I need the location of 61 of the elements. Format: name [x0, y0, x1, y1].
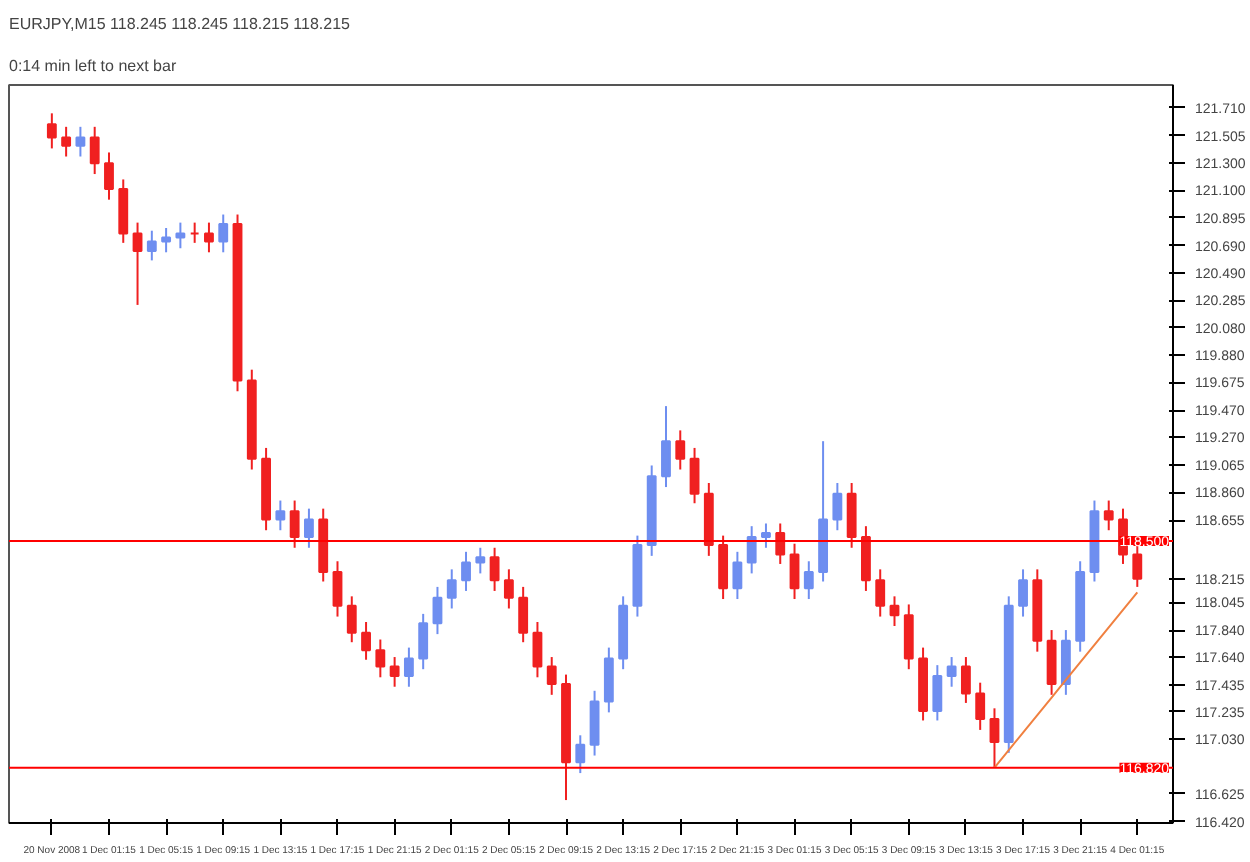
candlestick [789, 542, 800, 601]
candlestick [861, 525, 871, 592]
candlestick [389, 656, 400, 688]
candlestick [461, 550, 471, 592]
candlestick [1060, 629, 1071, 696]
candlestick [575, 734, 586, 775]
candlestick [346, 595, 357, 644]
candlestick [832, 482, 843, 532]
candlestick [532, 620, 543, 679]
candlestick [946, 656, 957, 688]
candlestick [503, 568, 514, 610]
candlestick [332, 560, 343, 618]
candlestick [746, 525, 757, 575]
candlestick [603, 646, 614, 714]
candlestick [546, 656, 557, 696]
candlestick [675, 429, 686, 471]
candlestick [1018, 568, 1028, 618]
candlestick [61, 125, 72, 158]
candlestick [903, 603, 914, 671]
candlestick [218, 213, 229, 254]
candlestick [375, 638, 386, 679]
candlestick [589, 689, 600, 757]
candlestick [1103, 499, 1114, 532]
candlestick [403, 646, 414, 688]
candlestick [446, 568, 457, 610]
candlestick [89, 125, 100, 176]
candlestick [689, 446, 700, 505]
candlestick [132, 221, 143, 306]
candlestick [732, 550, 743, 601]
candlestick [932, 664, 943, 722]
candlestick [989, 707, 1000, 769]
candlestick [432, 585, 443, 636]
candlestick [46, 112, 57, 150]
candlestick [803, 560, 814, 601]
candlestick [275, 499, 286, 532]
candlestick [1046, 629, 1057, 696]
candlestick [761, 522, 771, 549]
candlestick [289, 499, 300, 549]
candlestick [118, 178, 129, 244]
chart-title: EURJPY,M15 118.245 118.245 118.215 118.215 [9, 15, 352, 33]
candlestick [475, 546, 486, 575]
candlestick [775, 522, 786, 565]
candlestick [975, 681, 986, 731]
candlestick [361, 620, 371, 661]
candlestick [146, 229, 157, 262]
candlestick [718, 534, 729, 601]
candlestick [161, 227, 172, 254]
candlestick [846, 482, 857, 549]
candlestick [489, 546, 500, 592]
candlestick [960, 656, 971, 704]
candlestick [518, 585, 529, 644]
candlestick [304, 507, 314, 549]
candlestick [875, 568, 886, 618]
candlestick [104, 151, 114, 201]
candlestick [175, 221, 186, 250]
chart-subtitle: 0:14 min left to next bar [9, 57, 177, 75]
candlestick [75, 125, 86, 158]
candlestick [418, 612, 429, 671]
candlestick [889, 595, 900, 628]
candlestick [661, 405, 671, 489]
candlestick [204, 221, 214, 254]
